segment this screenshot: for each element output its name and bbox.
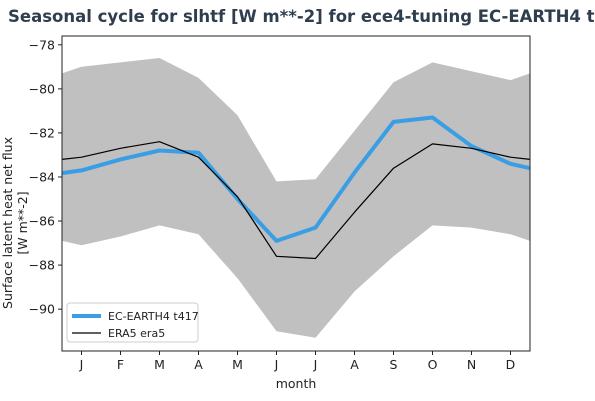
series-layer bbox=[61, 115, 531, 260]
x-tick-label-4: M bbox=[232, 357, 243, 372]
x-tick-label-5: J bbox=[274, 357, 279, 372]
y-tick-label-4: −86 bbox=[29, 214, 55, 229]
spread-band-layer bbox=[62, 58, 530, 338]
y-tick-label-6: −90 bbox=[29, 302, 55, 317]
x-tick-label-8: S bbox=[390, 357, 398, 372]
x-axis-label: month bbox=[276, 376, 317, 391]
series-line-1 bbox=[61, 141, 531, 260]
y-axis: −78 −80 −82 −84 −86 −88 −90 bbox=[29, 37, 62, 317]
x-tick-label-2: M bbox=[154, 357, 165, 372]
x-tick-label-3: A bbox=[194, 357, 203, 372]
legend-label-ec-earth4: EC-EARTH4 t417 bbox=[108, 310, 199, 323]
y-tick-label-5: −88 bbox=[29, 258, 55, 273]
plot-frame bbox=[61, 35, 531, 352]
y-tick-label-0: −78 bbox=[29, 37, 55, 52]
y-tick-label-3: −84 bbox=[29, 169, 55, 184]
x-tick-label-11: D bbox=[506, 357, 516, 372]
x-tick-label-7: A bbox=[350, 357, 359, 372]
x-tick-label-0: J bbox=[79, 357, 84, 372]
x-tick-label-9: O bbox=[428, 357, 438, 372]
y-axis-label-line2: [W m**-2] bbox=[15, 191, 30, 254]
series-line-0 bbox=[61, 115, 531, 243]
x-tick-label-1: F bbox=[117, 357, 124, 372]
chart-title: Seasonal cycle for slhtf [W m**-2] for e… bbox=[8, 7, 595, 26]
x-tick-label-10: N bbox=[467, 357, 476, 372]
x-tick-label-6: J bbox=[313, 357, 318, 372]
legend: EC-EARTH4 t417 ERA5 era5 bbox=[66, 302, 199, 343]
legend-box bbox=[66, 302, 199, 343]
y-tick-label-1: −80 bbox=[29, 81, 55, 96]
y-axis-label-line1: Surface latent heat net flux bbox=[0, 137, 15, 309]
spread-band bbox=[62, 58, 530, 338]
y-tick-label-2: −82 bbox=[29, 125, 55, 140]
legend-label-era5: ERA5 era5 bbox=[108, 327, 165, 340]
